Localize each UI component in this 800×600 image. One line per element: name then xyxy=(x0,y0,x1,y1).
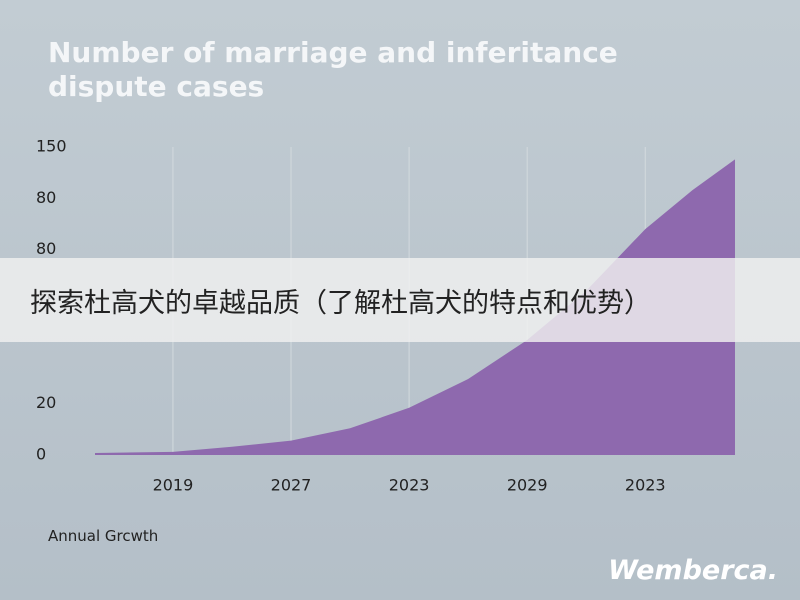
y-tick-label: 20 xyxy=(36,393,56,412)
x-tick-label: 2029 xyxy=(507,476,548,495)
x-tick-label: 2027 xyxy=(271,476,312,495)
watermark: Wemberca. xyxy=(608,555,778,586)
x-tick-label: 2019 xyxy=(153,476,194,495)
y-tick-label: 80 xyxy=(36,239,56,258)
y-tick-label: 80 xyxy=(36,188,56,207)
overlay-banner: 探索杜高犬的卓越品质（了解杜高犬的特点和优势） xyxy=(0,258,800,342)
chart-title: Number of marriage and inferitance dispu… xyxy=(48,36,618,103)
x-axis-label: Annual Grcwth xyxy=(48,527,159,545)
x-tick-label: 2023 xyxy=(389,476,430,495)
y-tick-label: 0 xyxy=(36,445,46,464)
x-tick-label: 2023 xyxy=(625,476,666,495)
area xyxy=(95,159,735,455)
y-tick-label: 150 xyxy=(36,137,67,156)
